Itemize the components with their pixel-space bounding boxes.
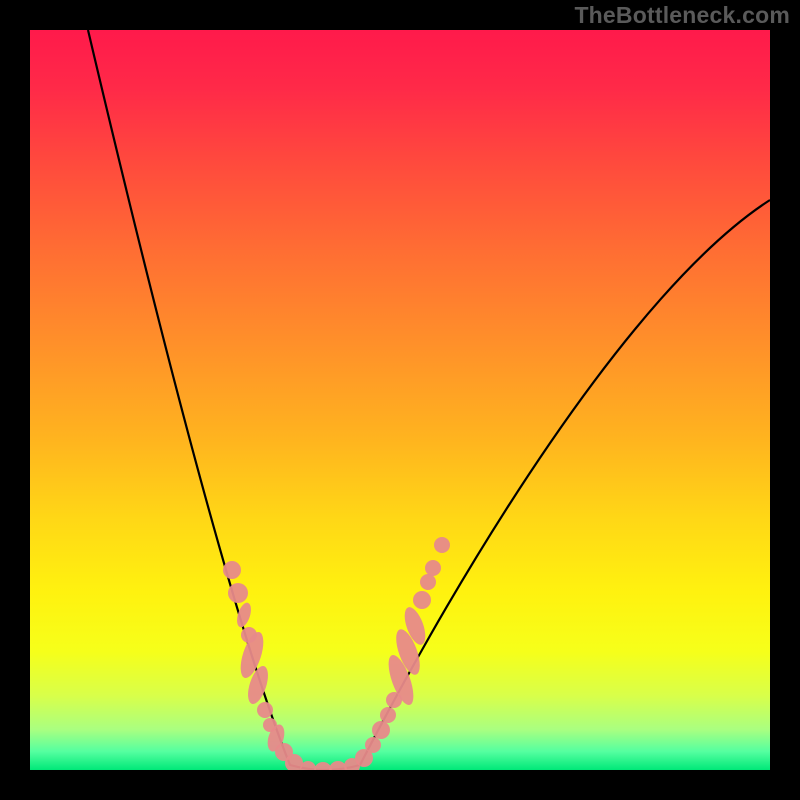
data-dot (300, 761, 316, 777)
data-dot (413, 591, 431, 609)
data-dot (228, 583, 248, 603)
chart-stage: TheBottleneck.com (0, 0, 800, 800)
plot-group (88, 30, 770, 780)
data-dot (314, 762, 332, 780)
data-dot (425, 560, 441, 576)
data-dot (365, 737, 381, 753)
bottleneck-curve (88, 30, 770, 770)
plot-svg (0, 0, 800, 800)
data-dot (372, 721, 390, 739)
data-dot (329, 761, 347, 779)
data-dot (223, 561, 241, 579)
data-dot (420, 574, 436, 590)
data-dot (380, 707, 396, 723)
data-dot (257, 702, 273, 718)
data-dot (434, 537, 450, 553)
